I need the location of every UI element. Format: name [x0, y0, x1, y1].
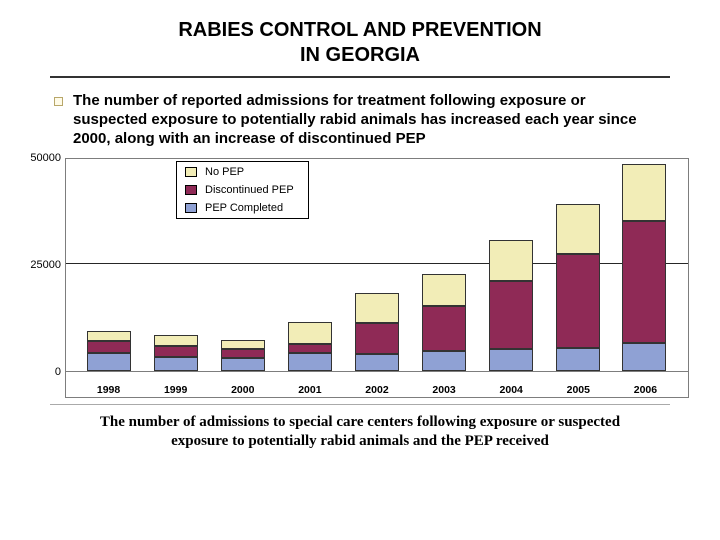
- bar-segment: [154, 346, 198, 357]
- bar-segment: [87, 353, 131, 371]
- bar-segment: [422, 274, 466, 306]
- bar-segment: [489, 349, 533, 372]
- slide-title: RABIES CONTROL AND PREVENTION IN GEORGIA: [50, 18, 670, 68]
- bar-segment: [221, 358, 265, 371]
- caption-block: The number of admissions to special care…: [50, 404, 670, 451]
- y-tick-label: 25000: [30, 259, 61, 271]
- bars-container: [66, 159, 688, 371]
- bullet-icon: [54, 97, 63, 106]
- x-tick-label: 2000: [221, 374, 265, 398]
- bar-segment: [221, 349, 265, 358]
- bar-segment: [622, 164, 666, 222]
- x-tick-label: 2005: [556, 374, 600, 398]
- chart: 0 25000 50000 No PEPDiscontinued PEPPEP Co…: [25, 148, 695, 398]
- x-tick-label: 1999: [154, 374, 198, 398]
- y-tick-label: 50000: [30, 152, 61, 164]
- bar-segment: [288, 344, 332, 353]
- bar-segment: [622, 221, 666, 343]
- bar-segment: [87, 331, 131, 341]
- bar-column: [622, 164, 666, 372]
- bar-segment: [288, 353, 332, 371]
- bar-segment: [556, 254, 600, 347]
- y-axis: 02500050000: [25, 148, 65, 372]
- bar-segment: [489, 240, 533, 281]
- x-tick-label: 1998: [87, 374, 131, 398]
- bar-column: [288, 322, 332, 371]
- bar-segment: [154, 357, 198, 372]
- title-block: RABIES CONTROL AND PREVENTION IN GEORGIA: [50, 10, 670, 78]
- x-tick-label: 2002: [355, 374, 399, 398]
- description-text: The number of reported admissions for tr…: [73, 92, 660, 148]
- x-tick-label: 2006: [623, 374, 667, 398]
- bar-column: [556, 204, 600, 371]
- description-block: The number of reported admissions for tr…: [54, 92, 660, 148]
- bar-segment: [154, 335, 198, 345]
- bar-segment: [622, 343, 666, 371]
- bar-segment: [422, 306, 466, 351]
- bar-column: [154, 335, 198, 371]
- plot-area: No PEPDiscontinued PEPPEP Completed: [65, 158, 689, 372]
- bar-segment: [221, 340, 265, 349]
- bar-segment: [87, 341, 131, 353]
- title-line-2: IN GEORGIA: [300, 44, 420, 66]
- bar-segment: [355, 323, 399, 353]
- bar-segment: [355, 293, 399, 324]
- bar-segment: [422, 351, 466, 371]
- x-tick-label: 2004: [489, 374, 533, 398]
- bar-segment: [355, 354, 399, 372]
- bar-column: [87, 331, 131, 371]
- bar-segment: [556, 204, 600, 254]
- caption-text: The number of admissions to special care…: [50, 413, 670, 451]
- x-tick-label: 2001: [288, 374, 332, 398]
- title-line-1: RABIES CONTROL AND PREVENTION: [178, 19, 541, 41]
- bar-column: [221, 340, 265, 371]
- bar-segment: [288, 322, 332, 343]
- bar-segment: [489, 281, 533, 349]
- bar-segment: [556, 348, 600, 372]
- x-tick-label: 2003: [422, 374, 466, 398]
- bar-column: [422, 274, 466, 371]
- bar-column: [355, 293, 399, 372]
- y-tick-label: 0: [55, 366, 61, 378]
- bar-column: [489, 240, 533, 371]
- x-axis: 1998 1999 2000 2001 2002 2003 2004 2005 2006: [65, 374, 689, 398]
